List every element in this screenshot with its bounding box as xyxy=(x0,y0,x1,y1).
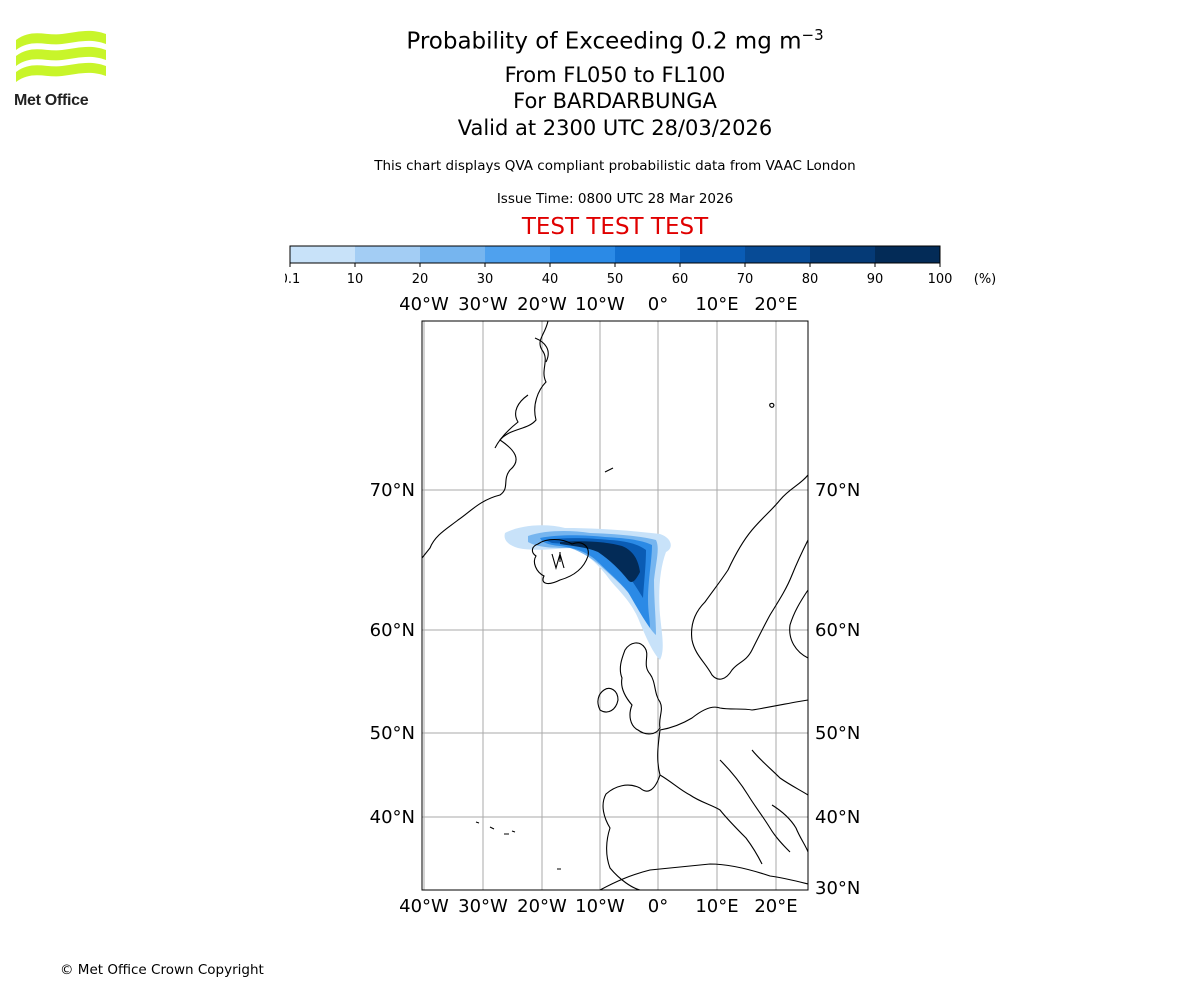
latitude-label-left: 50°N xyxy=(370,723,415,744)
longitude-label-bottom: 20°W xyxy=(517,896,567,917)
colorbar-bin xyxy=(485,246,550,263)
chart-title: Probability of Exceeding 0.2 mg m−3 xyxy=(0,26,1200,55)
longitude-label-top: 10°E xyxy=(695,294,738,315)
chart-note: This chart displays QVA compliant probab… xyxy=(374,158,856,174)
longitude-label-top: 10°W xyxy=(575,294,625,315)
latitude-label-left: 70°N xyxy=(370,480,415,501)
colorbar-bin xyxy=(615,246,680,263)
colorbar-bin xyxy=(420,246,485,263)
colorbar-bin xyxy=(810,246,875,263)
colorbar-bin xyxy=(290,246,355,263)
issue-time: Issue Time: 0800 UTC 28 Mar 2026 xyxy=(496,191,734,207)
colorbar-tick-label: 100 xyxy=(928,272,953,287)
colorbar-tick-label: 70 xyxy=(737,272,754,287)
colorbar-tick-label: 20 xyxy=(412,272,429,287)
colorbar-bin xyxy=(355,246,420,263)
latitude-label-right: 60°N xyxy=(815,620,860,641)
flight-levels: From FL050 to FL100 xyxy=(504,63,726,87)
colorbar-tick-label: 40 xyxy=(542,272,559,287)
longitude-label-bottom: 20°E xyxy=(754,896,797,917)
colorbar-bin xyxy=(550,246,615,263)
colorbar-tick-label: 0.1 xyxy=(285,272,300,287)
longitude-label-top: 30°W xyxy=(458,294,508,315)
colorbar-tick-label: 80 xyxy=(802,272,819,287)
longitude-label-bottom: 40°W xyxy=(399,896,449,917)
longitude-label-top: 20°E xyxy=(754,294,797,315)
copyright: © Met Office Crown Copyright xyxy=(60,962,264,978)
longitude-label-bottom: 10°E xyxy=(695,896,738,917)
latitude-label-left: 60°N xyxy=(370,620,415,641)
colorbar-tick-label: 50 xyxy=(607,272,624,287)
test-banner: TEST TEST TEST xyxy=(521,214,709,240)
longitude-label-bottom: 0° xyxy=(648,896,668,917)
longitude-label-bottom: 30°W xyxy=(458,896,508,917)
latitude-label-right: 50°N xyxy=(815,723,860,744)
logo-text: Met Office xyxy=(14,92,89,109)
title-main: Probability of Exceeding 0.2 mg m xyxy=(406,28,802,55)
longitude-label-bottom: 10°W xyxy=(575,896,625,917)
colorbar-bin xyxy=(875,246,940,263)
volcano-name: For BARDARBUNGA xyxy=(513,89,717,113)
map: 40°W 30°W 20°W 10°W 0° 10°E 20°E 40°W 30°W 20°W 1… xyxy=(370,294,861,917)
colorbar-bin xyxy=(680,246,745,263)
colorbar-tick-label: 10 xyxy=(347,272,364,287)
latitude-label-right: 40°N xyxy=(815,807,860,828)
colorbar: 0.1 10 20 30 40 50 60 70 80 90 100 (%) xyxy=(285,245,997,287)
title-exponent: −3 xyxy=(801,26,824,44)
colorbar-unit: (%) xyxy=(974,272,997,287)
latitude-label-right: 30°N xyxy=(815,878,860,899)
longitude-label-top: 40°W xyxy=(399,294,449,315)
met-office-logo xyxy=(16,30,106,82)
ash-plume xyxy=(504,525,671,660)
longitude-label-top: 0° xyxy=(648,294,668,315)
latitude-label-left: 40°N xyxy=(370,807,415,828)
colorbar-tick-label: 30 xyxy=(477,272,494,287)
colorbar-bin xyxy=(745,246,810,263)
valid-time: Valid at 2300 UTC 28/03/2026 xyxy=(457,116,773,140)
colorbar-tick-label: 60 xyxy=(672,272,689,287)
latitude-label-right: 70°N xyxy=(815,480,860,501)
coastlines xyxy=(421,320,809,891)
colorbar-tick-label: 90 xyxy=(867,272,884,287)
longitude-label-top: 20°W xyxy=(517,294,567,315)
